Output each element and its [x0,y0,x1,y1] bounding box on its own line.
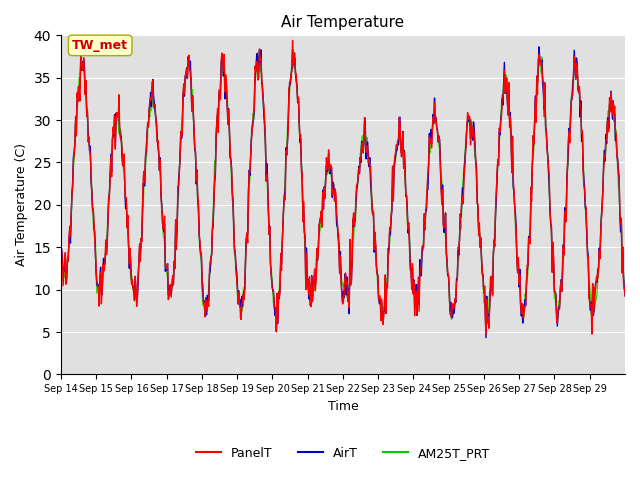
AirT [433,125,440,131]
PanelT [289,37,296,43]
Legend: PanelT, AirT, AM25T_PRT: PanelT, AirT, AM25T_PRT [191,442,495,465]
PanelT [588,331,596,337]
Y-axis label: Air Temperature (C): Air Temperature (C) [15,144,28,266]
Line: AirT: AirT [61,47,625,338]
Line: PanelT: PanelT [61,40,625,334]
AirT [401,163,409,169]
AM25T_PRT [447,316,455,322]
AM25T_PRT [255,54,262,60]
AM25T_PRT [434,128,442,134]
AirT [276,284,284,290]
PanelT [57,254,65,260]
PanelT [255,75,262,81]
X-axis label: Time: Time [328,400,358,413]
AirT [255,67,262,72]
AirT [482,335,490,341]
Text: TW_met: TW_met [72,39,128,52]
AM25T_PRT [255,49,263,55]
AirT [57,256,65,262]
PanelT [227,157,235,163]
AirT [124,223,131,228]
AirT [621,293,629,299]
AM25T_PRT [227,161,235,167]
Title: Air Temperature: Air Temperature [282,15,404,30]
AM25T_PRT [277,263,285,268]
PanelT [276,288,284,293]
PanelT [402,192,410,198]
Line: AM25T_PRT: AM25T_PRT [61,52,625,319]
PanelT [434,129,442,134]
AM25T_PRT [124,218,131,224]
AirT [535,44,543,50]
AM25T_PRT [57,251,65,257]
AM25T_PRT [402,189,410,194]
AirT [227,156,235,162]
PanelT [621,292,629,298]
PanelT [124,225,131,231]
AM25T_PRT [621,279,629,285]
